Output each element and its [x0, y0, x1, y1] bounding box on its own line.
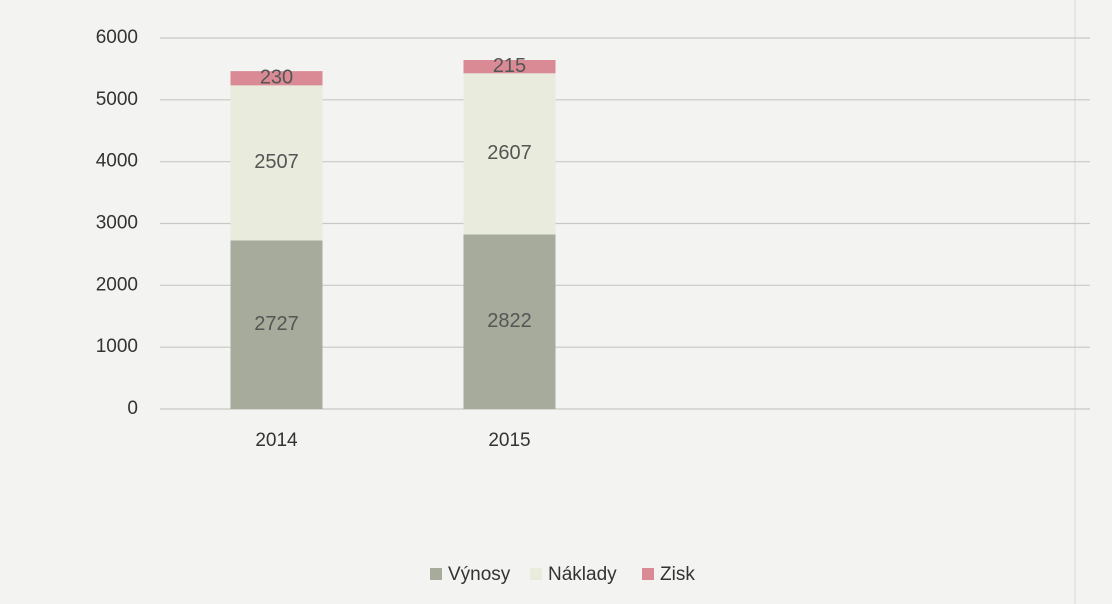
- legend-swatch: [530, 568, 542, 580]
- x-tick-label: 2015: [488, 430, 530, 451]
- y-tick-label: 3000: [96, 213, 138, 234]
- bar-segment: [463, 60, 556, 74]
- data-label: 2507: [254, 151, 299, 173]
- legend-label: Náklady: [548, 564, 617, 585]
- legend-swatch: [642, 568, 654, 580]
- bar-segment: [230, 240, 323, 409]
- legend-label: Výnosy: [448, 564, 511, 585]
- y-tick-label: 5000: [96, 89, 138, 110]
- bar-segment: [230, 85, 323, 241]
- data-label: 2607: [487, 142, 532, 164]
- bar-segment: [463, 234, 556, 409]
- data-label: 215: [493, 55, 526, 77]
- y-tick-label: 2000: [96, 274, 138, 295]
- data-label: 2822: [487, 310, 532, 332]
- bar-segment: [230, 71, 323, 86]
- x-tick-label: 2014: [255, 430, 298, 451]
- y-tick-label: 0: [127, 398, 138, 419]
- y-tick-label: 1000: [96, 336, 138, 357]
- bar-segment: [463, 73, 556, 235]
- data-label: 230: [260, 67, 293, 89]
- legend-label: Zisk: [660, 564, 695, 585]
- legend-swatch: [430, 568, 442, 580]
- y-tick-label: 6000: [96, 27, 138, 48]
- data-label: 2727: [254, 313, 299, 335]
- y-tick-label: 4000: [96, 151, 138, 172]
